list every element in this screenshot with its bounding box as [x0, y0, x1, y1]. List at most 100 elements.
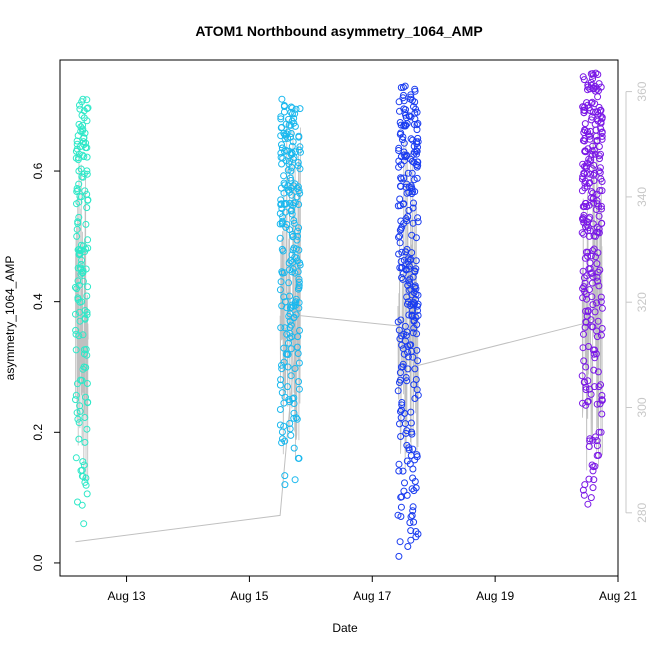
scatter-point [76, 105, 84, 113]
scatter-point [594, 368, 602, 376]
scatter-point [592, 253, 600, 261]
scatter-point [395, 326, 403, 334]
scatter-point [586, 213, 594, 221]
scatter-point [394, 511, 402, 519]
scatter-point [581, 323, 589, 331]
scatter-point [286, 324, 294, 331]
scatter-point [579, 203, 587, 210]
scatter-point [584, 86, 591, 94]
scatter-point [296, 261, 304, 269]
scatter-point [414, 357, 422, 365]
scatter-point [290, 444, 298, 452]
scatter-point [406, 519, 414, 527]
scatter-point [580, 230, 588, 238]
scatter-point [587, 116, 595, 124]
scatter-point [74, 296, 82, 303]
scatter-point [293, 343, 301, 351]
scatter-point [290, 119, 298, 127]
scatter-point [593, 400, 601, 408]
x-tick-label: Aug 15 [230, 589, 268, 603]
scatter-point [586, 259, 594, 267]
scatter-point [598, 325, 606, 332]
scatter-point [279, 213, 286, 221]
scatter-point [587, 194, 595, 202]
scatter-point [287, 177, 295, 184]
scatter-point [73, 188, 81, 195]
scatter-point [276, 421, 284, 429]
scatter-point [598, 187, 606, 195]
scatter-point [411, 282, 419, 290]
scatter-point [285, 339, 292, 347]
scatter-point [579, 294, 587, 302]
scatter-point [76, 101, 83, 109]
scatter-point [80, 107, 88, 115]
scatter-point [397, 493, 405, 501]
scatter-point [405, 311, 413, 319]
scatter-point [81, 414, 89, 421]
scatter-point [72, 326, 80, 334]
scatter-point [399, 200, 407, 208]
scatter-point [597, 175, 605, 183]
scatter-point [294, 227, 302, 235]
scatter-point [80, 346, 88, 354]
scatter-point [591, 308, 599, 316]
scatter-point [595, 282, 603, 290]
y-tick-label: 0.6 [31, 162, 45, 179]
scatter-point [597, 202, 605, 210]
scatter-point [589, 467, 597, 475]
scatter-point [585, 286, 593, 294]
scatter-point [579, 344, 587, 352]
scatter-point [83, 144, 91, 152]
scatter-point [79, 125, 87, 133]
scatter-point [79, 458, 87, 466]
scatter-point [83, 380, 91, 387]
scatter-point [590, 366, 598, 374]
scatter-point [71, 283, 79, 291]
scatter-point [280, 201, 288, 208]
scatter-point [581, 279, 589, 287]
scatter-point [81, 129, 89, 137]
scatter-point [592, 206, 600, 213]
scatter-point [403, 293, 411, 301]
scatter-point [76, 402, 84, 410]
scatter-point [293, 236, 301, 244]
scatter-point [278, 361, 285, 369]
scatter-point [597, 298, 605, 306]
scatter-point [410, 142, 418, 150]
scatter-point [73, 140, 81, 148]
scatter-point [580, 491, 588, 499]
scatter-point [83, 308, 91, 316]
scatter-point [408, 512, 416, 519]
scatter-point [283, 221, 291, 228]
scatter-point [396, 226, 404, 234]
scatter-point [81, 187, 89, 195]
scatter-point [78, 98, 86, 106]
scatter-point [580, 109, 588, 117]
scatter-point [396, 379, 403, 386]
scatter-point [394, 318, 402, 326]
scatter-point [414, 530, 422, 538]
scatter-point [579, 267, 587, 275]
scatter-point [590, 476, 598, 484]
scatter-point [583, 312, 591, 320]
scatter-point [284, 363, 292, 371]
scatter-point [288, 210, 296, 218]
scatter-point [409, 507, 417, 515]
scatter-point [294, 454, 302, 462]
scatter-point [83, 292, 91, 300]
scatter-point [413, 302, 421, 310]
scatter-point [595, 152, 603, 160]
scatter-point [396, 119, 404, 126]
scatter-point [595, 428, 603, 436]
scatter-point [395, 98, 403, 106]
scatter-point [596, 155, 603, 163]
scatter-point [596, 187, 604, 194]
scatter-point [592, 69, 600, 77]
scatter-point [412, 265, 420, 273]
scatter-point [278, 302, 286, 310]
scatter-point [397, 84, 405, 91]
scatter-point [593, 137, 601, 145]
scatter-point [83, 117, 91, 125]
scatter-point [83, 170, 91, 178]
